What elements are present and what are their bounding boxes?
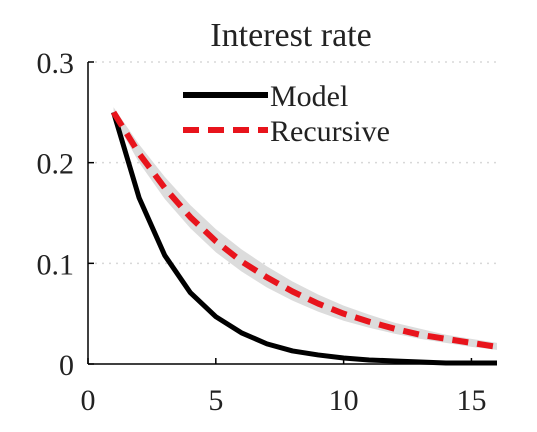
y-tick-label-0: 0 [59, 349, 74, 382]
y-tick-label-3: 0.3 [37, 47, 75, 80]
legend-label-model: Model [270, 80, 348, 113]
y-tick-label-2: 0.2 [37, 148, 75, 181]
x-tick-label-2: 10 [329, 384, 359, 417]
x-tick-label-3: 15 [456, 384, 486, 417]
chart-title: Interest rate [210, 17, 371, 54]
x-tick-label-1: 5 [208, 384, 223, 417]
series-line-model [114, 112, 497, 363]
series-lines [114, 112, 497, 363]
legend-label-recursive: Recursive [270, 115, 390, 148]
x-tick-label-0: 0 [81, 384, 96, 417]
legend: Model Recursive [183, 80, 390, 148]
y-tick-label-1: 0.1 [37, 248, 75, 281]
